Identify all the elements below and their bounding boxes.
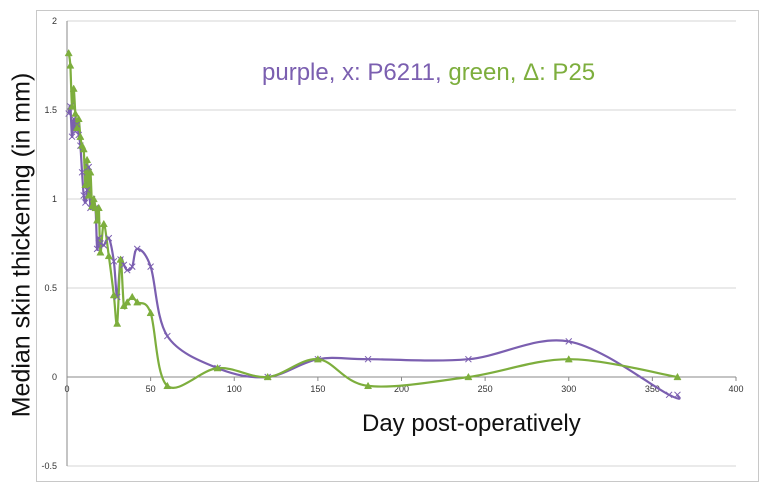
triangle-marker	[74, 114, 83, 123]
triangle-marker	[364, 381, 373, 390]
triangle-marker	[84, 191, 93, 199]
annotation-green-series: green, Δ: P25	[448, 59, 596, 86]
x-tick-label: 300	[561, 384, 576, 394]
y-tick-label: 2	[52, 16, 57, 26]
triangle-marker	[213, 363, 222, 372]
x-marker	[123, 266, 131, 274]
x-marker	[120, 261, 128, 269]
triangle-marker	[673, 372, 682, 381]
triangle-marker	[64, 48, 73, 57]
series-annotation: purple, x: P6211, green, Δ: P25	[262, 59, 595, 87]
triangle-marker	[66, 61, 75, 69]
triangle-marker	[76, 132, 85, 140]
y-tick-label: 1.5	[44, 105, 57, 115]
x-tick-label: 250	[478, 384, 493, 394]
triangle-marker	[113, 319, 122, 327]
x-marker	[78, 168, 86, 176]
triangle-marker	[89, 194, 98, 203]
triangle-marker	[564, 355, 573, 363]
x-marker	[665, 391, 673, 399]
x-marker	[68, 133, 76, 141]
series-line-1	[67, 104, 681, 400]
triangle-marker	[104, 251, 113, 260]
axes	[66, 21, 737, 466]
x-axis-label: Day post-operatively	[362, 410, 581, 437]
triangle-marker	[96, 248, 105, 256]
triangle-marker	[69, 84, 78, 92]
triangle-marker	[116, 255, 125, 263]
x-tick-label: 400	[728, 384, 743, 394]
triangle-marker	[73, 123, 82, 131]
x-tick-label: 350	[645, 384, 660, 394]
triangle-marker	[83, 155, 92, 163]
annotation-purple-series: purple, x: P6211,	[262, 59, 442, 86]
y-tick-label: 0.5	[44, 283, 57, 293]
triangle-marker	[133, 298, 142, 306]
x-marker	[364, 355, 372, 363]
x-tick-label: 50	[146, 384, 156, 394]
x-tick-label: 200	[394, 384, 409, 394]
triangle-marker	[464, 372, 473, 381]
y-tick-label: -0.5	[41, 461, 57, 471]
y-axis-label: Median skin thickening (in mm)	[7, 72, 36, 418]
x-marker	[100, 241, 108, 249]
triangle-marker	[163, 381, 172, 390]
triangle-marker	[67, 102, 77, 110]
x-tick-label: 150	[310, 384, 325, 394]
x-marker	[65, 110, 73, 117]
series-line-2	[67, 52, 678, 389]
tick-labels: -0.5 0 0.5 1 1.5 2 0 50 100 150 200 250 300 350 400	[41, 16, 743, 471]
x-tick-label: 0	[64, 384, 69, 394]
triangle-marker	[313, 355, 322, 363]
chart-frame	[36, 10, 759, 482]
x-marker	[95, 234, 103, 242]
triangle-marker	[146, 308, 155, 317]
y-tick-label: 0	[52, 372, 57, 382]
gridlines	[67, 20, 736, 467]
x-marker	[82, 199, 89, 206]
triangle-marker	[109, 291, 118, 299]
triangle-marker	[93, 216, 102, 224]
data-markers	[64, 48, 682, 399]
x-marker	[147, 263, 154, 270]
triangle-marker	[123, 298, 132, 306]
x-marker	[105, 234, 113, 242]
x-marker	[674, 391, 681, 399]
triangle-marker	[94, 203, 103, 212]
x-marker	[133, 245, 141, 253]
x-marker	[465, 355, 472, 363]
x-marker	[97, 240, 104, 247]
triangle-marker	[119, 301, 128, 309]
triangle-marker	[71, 109, 80, 117]
triangle-marker	[79, 145, 88, 153]
y-tick-label: 1	[52, 194, 57, 204]
triangle-marker	[81, 180, 90, 188]
x-marker	[128, 263, 136, 270]
triangle-marker	[128, 292, 137, 301]
x-marker	[565, 338, 573, 345]
series-lines	[67, 52, 681, 400]
triangle-marker	[86, 168, 95, 176]
triangle-marker	[263, 372, 272, 381]
x-tick-label: 100	[227, 384, 242, 394]
x-marker	[163, 332, 171, 340]
x-marker	[110, 257, 118, 265]
triangle-marker	[99, 219, 108, 228]
